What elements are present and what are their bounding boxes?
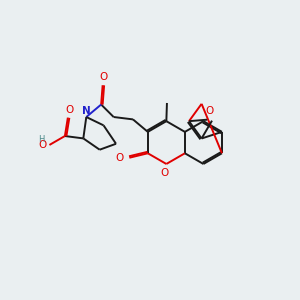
Text: O: O [205,106,213,116]
Text: O: O [161,167,169,178]
Text: O: O [65,105,73,115]
Text: O: O [39,140,47,150]
Text: H: H [38,135,44,144]
Text: N: N [82,106,91,116]
Text: O: O [100,72,108,82]
Text: O: O [116,153,124,163]
